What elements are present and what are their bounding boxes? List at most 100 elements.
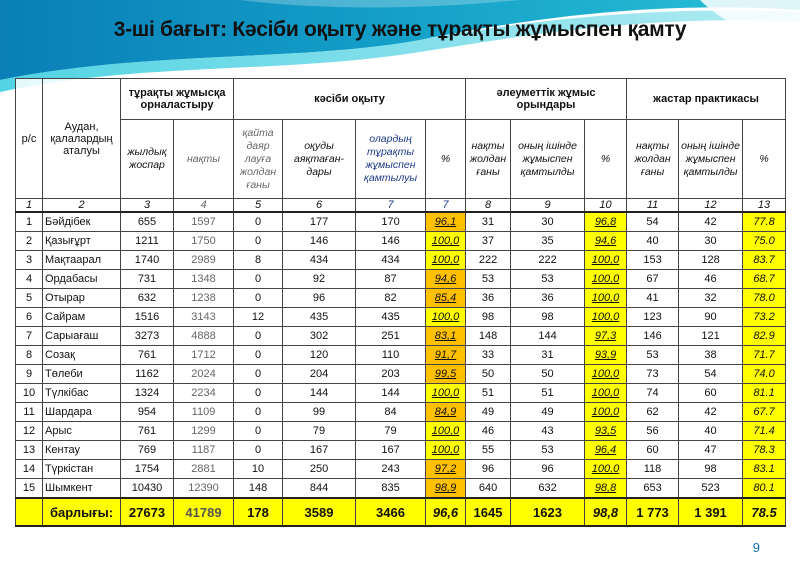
header-name: Аудан, қалалардың аталуы: [42, 78, 121, 199]
header-sub-sent: нақты жолдан ғаны: [465, 119, 512, 199]
table-cell: 146: [626, 326, 680, 346]
table-cell: 36: [510, 288, 586, 308]
table-cell: 54: [626, 211, 680, 232]
table-cell: 1597: [172, 211, 235, 232]
district-name: Түлкібас: [42, 383, 121, 403]
district-name: Шымкент: [42, 478, 121, 499]
table-cell: 12: [233, 307, 284, 327]
table-cell: 121: [678, 326, 744, 346]
table-cell: 1299: [172, 421, 235, 441]
district-name: Арыс: [42, 421, 121, 441]
percent-cell: 83,1: [425, 326, 467, 346]
table-cell: 110: [355, 345, 427, 365]
table-cell: 56: [626, 421, 680, 441]
table-cell: 769: [120, 440, 174, 460]
table-cell: 731: [120, 269, 174, 289]
table-cell: 8: [233, 250, 284, 270]
table-cell: 177: [282, 211, 357, 232]
header-group-employment: тұрақты жұмысқа орналастыру: [119, 78, 235, 120]
table-cell: 12: [15, 421, 43, 441]
table-cell: 0: [233, 269, 284, 289]
table-cell: 1162: [120, 364, 174, 384]
district-name: Созақ: [42, 345, 121, 365]
total-cell: 27673: [120, 497, 174, 527]
table-cell: 73: [626, 364, 680, 384]
table-cell: 41: [626, 288, 680, 308]
percent-cell: 84,9: [425, 402, 467, 422]
total-cell: 1 773: [626, 497, 680, 527]
table-cell: 434: [282, 250, 357, 270]
header-sub-sent: нақты жолдан ғаны: [626, 119, 680, 199]
percent-cell: 83.1: [742, 459, 787, 479]
percent-cell: 67.7: [742, 402, 787, 422]
table-row: 11 Шардара 954 1109 0 99 84 84,9 49 49 100,0 62 42 67…: [15, 402, 787, 422]
table-cell: 1211: [120, 231, 174, 251]
table-cell: 36: [465, 288, 512, 308]
district-name: Ордабасы: [42, 269, 121, 289]
table-cell: 1: [15, 211, 43, 232]
table-cell: 2024: [172, 364, 235, 384]
table-cell: 144: [282, 383, 357, 403]
table-cell: 302: [282, 326, 357, 346]
column-number: 9: [510, 198, 586, 213]
table-cell: 43: [510, 421, 586, 441]
percent-cell: 100,0: [425, 440, 467, 460]
table-cell: 251: [355, 326, 427, 346]
table-row: 14 Түркістан 1754 2881 10 250 243 97,2 96 96 100,0…: [15, 459, 787, 479]
table-cell: 99: [282, 402, 357, 422]
percent-cell: 100,0: [584, 459, 628, 479]
table-cell: 38: [678, 345, 744, 365]
table-cell: 55: [465, 440, 512, 460]
percent-cell: 100,0: [584, 288, 628, 308]
table-cell: 53: [465, 269, 512, 289]
district-name: Сайрам: [42, 307, 121, 327]
table-cell: 1109: [172, 402, 235, 422]
percent-cell: 94,6: [425, 269, 467, 289]
table-cell: 47: [678, 440, 744, 460]
percent-cell: 97,3: [584, 326, 628, 346]
district-name: Бәйдібек: [42, 211, 121, 232]
percent-cell: 100,0: [425, 231, 467, 251]
district-name: Мақтаарал: [42, 250, 121, 270]
total-cell: 96,6: [425, 497, 467, 527]
table-row: 15 Шымкент 10430 12390 148 844 835 98,9 640 632 98…: [15, 478, 787, 499]
table-cell: 250: [282, 459, 357, 479]
percent-cell: 74.0: [742, 364, 787, 384]
total-cell: 78.5: [742, 497, 787, 527]
header-sub-actual: нақты: [172, 119, 235, 199]
table-cell: 835: [355, 478, 427, 499]
table-cell: 40: [678, 421, 744, 441]
table-cell: 144: [510, 326, 586, 346]
table-cell: 844: [282, 478, 357, 499]
header-sub-percent: %: [425, 119, 467, 199]
table-cell: 74: [626, 383, 680, 403]
table-cell: 128: [678, 250, 744, 270]
total-cell: 1 391: [678, 497, 744, 527]
table-cell: 33: [465, 345, 512, 365]
percent-cell: 93,5: [584, 421, 628, 441]
header-sub-annual-plan: жылдық жоспар: [120, 119, 174, 199]
percent-cell: 96,1: [425, 211, 467, 232]
total-label: барлығы:: [42, 497, 121, 527]
table-cell: 203: [355, 364, 427, 384]
table-row: 7 Сарыағаш 3273 4888 0 302 251 83,1 148 144 97,3 14…: [15, 326, 787, 346]
table-cell: 0: [233, 421, 284, 441]
table-row: 12 Арыс 761 1299 0 79 79 100,0 46 43 93,5 56 40 71.4: [15, 421, 787, 441]
percent-cell: 100,0: [425, 307, 467, 327]
header-rs: р/с: [15, 78, 43, 199]
table-cell: 435: [355, 307, 427, 327]
table-cell: 222: [465, 250, 512, 270]
column-number: 4: [172, 198, 235, 213]
percent-cell: 97,2: [425, 459, 467, 479]
table-cell: 0: [233, 364, 284, 384]
table-row: 2 Қазығұрт 1211 1750 0 146 146 100,0 37 35 94,6 40 3…: [15, 231, 787, 251]
table-cell: 90: [678, 307, 744, 327]
table-cell: 32: [678, 288, 744, 308]
percent-cell: 100,0: [584, 269, 628, 289]
table-cell: 523: [678, 478, 744, 499]
table-cell: 632: [510, 478, 586, 499]
table-cell: 0: [233, 211, 284, 232]
total-cell: 98,8: [584, 497, 628, 527]
table-cell: 1740: [120, 250, 174, 270]
table-cell: 42: [678, 211, 744, 232]
